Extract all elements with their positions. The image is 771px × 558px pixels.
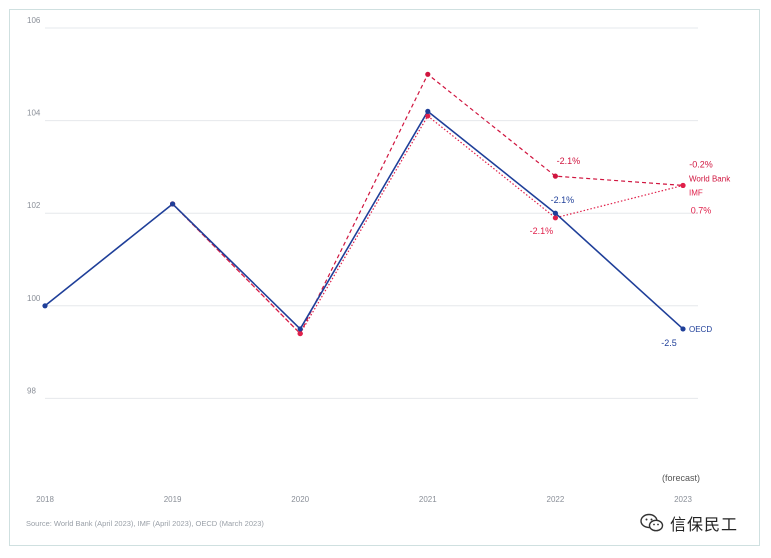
data-point <box>680 182 686 189</box>
data-annotations: -2.1% -2.1% -2.1% -0.2% 0.7% -2.5 <box>530 156 713 348</box>
x-tick-label: 2020 <box>291 495 309 504</box>
forecast-note: (forecast) <box>662 473 700 483</box>
data-point <box>425 113 431 119</box>
series-labels: OECD World Bank IMF <box>689 174 731 334</box>
x-tick-label: 2018 <box>36 495 54 504</box>
x-tick-label: 2021 <box>419 495 437 504</box>
data-point <box>297 326 303 332</box>
series-line-oecd <box>44 110 684 330</box>
series-label: IMF <box>689 188 703 197</box>
series-label: OECD <box>689 325 712 334</box>
data-point <box>552 215 559 221</box>
y-tick-label: 106 <box>27 16 41 25</box>
data-point <box>425 71 431 77</box>
data-label: -2.1% <box>530 226 554 236</box>
watermark: 信保民工 <box>640 510 758 536</box>
data-point <box>552 210 559 216</box>
data-point <box>170 201 176 207</box>
y-tick-label: 100 <box>27 294 41 303</box>
data-label: -0.2% <box>689 159 713 169</box>
data-point <box>680 326 686 332</box>
data-label: 0.7% <box>691 205 712 215</box>
watermark-text: 信保民工 <box>670 515 739 534</box>
x-tick-label: 2022 <box>547 495 565 504</box>
x-tick-label: 2023 <box>674 495 692 504</box>
wechat-icon <box>640 513 664 532</box>
x-axis-ticks: 2018 2019 2020 2021 2022 2023 <box>36 495 692 504</box>
source-note: Source: World Bank (April 2023), IMF (Ap… <box>26 519 264 528</box>
data-point <box>297 330 303 337</box>
y-axis-ticks: 98 100 102 104 106 <box>27 16 41 395</box>
y-tick-label: 98 <box>27 386 36 395</box>
gridlines <box>45 27 698 399</box>
x-tick-label: 2019 <box>164 495 182 504</box>
chart-frame <box>9 9 760 546</box>
series-points <box>42 71 686 337</box>
series-label: World Bank <box>689 174 731 183</box>
data-point <box>552 173 559 179</box>
y-tick-label: 104 <box>27 109 41 118</box>
data-label: -2.1% <box>551 195 575 205</box>
data-label: -2.1% <box>557 156 581 166</box>
data-point <box>425 108 431 114</box>
series-lines <box>44 73 684 335</box>
data-point <box>42 303 48 309</box>
data-label: -2.5 <box>661 338 677 348</box>
series-line-imf <box>172 115 684 335</box>
y-tick-label: 102 <box>27 201 41 210</box>
